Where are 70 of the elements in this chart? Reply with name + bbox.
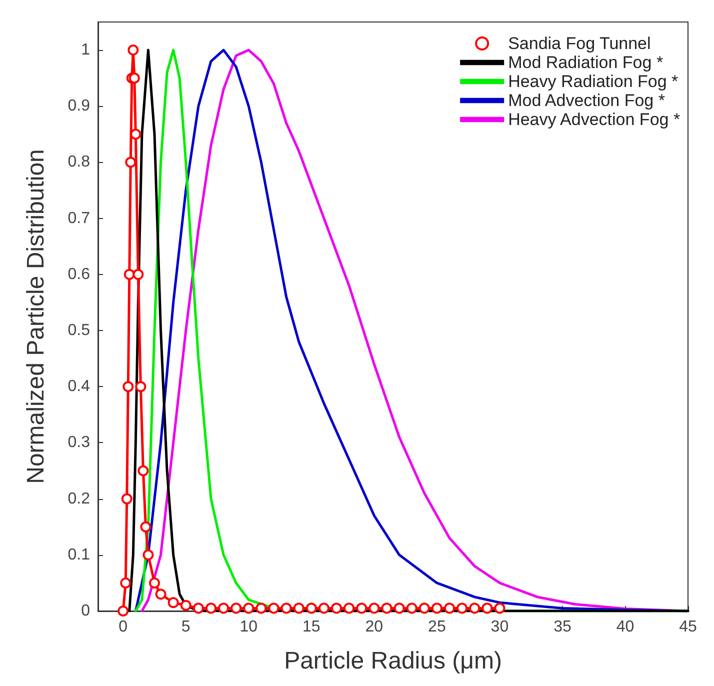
y-tick-label: 1 [81, 42, 90, 59]
point [132, 268, 144, 280]
x-tick-label: 5 [181, 618, 190, 636]
x-tick-label: 15 [302, 618, 320, 636]
point [356, 602, 368, 614]
x-tick-label: 35 [554, 618, 572, 636]
point [218, 602, 230, 614]
point [142, 549, 154, 560]
point [140, 521, 152, 532]
point [168, 597, 179, 608]
x-tick-label: 20 [365, 618, 384, 636]
point [205, 602, 216, 614]
point [155, 588, 166, 600]
point [431, 602, 442, 614]
point [331, 602, 342, 614]
point [469, 602, 480, 614]
x-tick-label: 30 [490, 618, 509, 636]
point [138, 465, 149, 476]
legend-label: Heavy Advection Fog * [508, 110, 680, 129]
point [368, 602, 380, 614]
point [243, 602, 254, 614]
point [381, 602, 392, 614]
x-axis-title: Particle Radius (μm) [284, 648, 502, 674]
point [482, 602, 493, 614]
y-tick-label: 0.9 [68, 98, 90, 115]
point [192, 602, 204, 614]
point [456, 602, 468, 614]
y-tick-label: 0.5 [68, 322, 90, 340]
point [122, 381, 134, 392]
point [135, 381, 146, 392]
point [256, 602, 267, 614]
point [306, 602, 317, 614]
legend-label: Mod Radiation Fog * [508, 53, 664, 72]
point [149, 577, 160, 588]
point [268, 602, 280, 614]
x-tick-label: 0 [118, 618, 128, 636]
point [280, 602, 292, 614]
point [120, 577, 132, 588]
y-tick-label: 0 [81, 602, 90, 620]
point [318, 602, 330, 614]
y-tick-label: 0.7 [68, 210, 90, 227]
y-tick-label: 0.3 [68, 434, 90, 452]
point [344, 602, 355, 614]
point [444, 602, 455, 614]
point [125, 156, 136, 168]
y-tick-label: 0.6 [68, 266, 90, 283]
y-tick-label: 0.4 [68, 378, 90, 396]
legend-label: Heavy Radiation Fog * [508, 72, 679, 91]
point [128, 44, 139, 56]
point [418, 602, 430, 614]
point [180, 600, 192, 611]
y-tick-label: 0.8 [68, 154, 90, 171]
point [118, 606, 129, 616]
point [406, 602, 418, 614]
legend-label: Mod Advection Fog * [508, 91, 666, 110]
point [121, 493, 132, 504]
point [128, 72, 140, 84]
y-tick-label: 0.2 [68, 490, 90, 508]
x-tick-label: 25 [428, 618, 446, 636]
y-tick-label: 0.1 [68, 546, 90, 564]
x-tick-label: 40 [616, 618, 634, 636]
legend-label: Sandia Fog Tunnel [508, 34, 651, 53]
point [124, 268, 135, 280]
point [293, 602, 304, 614]
y-axis-title: Normalized Particle Distribution [22, 149, 50, 484]
point [394, 602, 405, 614]
point [230, 602, 242, 614]
point [494, 602, 506, 614]
x-tick-label: 45 [679, 618, 697, 636]
x-tick-label: 10 [240, 618, 258, 636]
